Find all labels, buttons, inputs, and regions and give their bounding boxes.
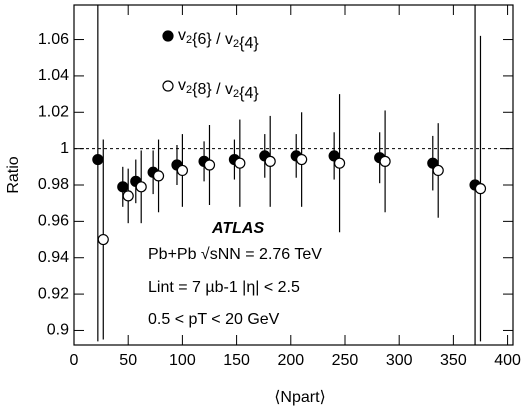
data-point bbox=[176, 164, 188, 177]
data-point bbox=[474, 183, 487, 195]
y-tick-label: 0.92 bbox=[38, 285, 69, 302]
annotation: Pb+Pb √sNN = 2.76 TeV bbox=[148, 246, 322, 263]
x-tick-label: 200 bbox=[277, 352, 304, 369]
legend-label: v2{6} / v2{4} bbox=[178, 27, 259, 52]
y-axis-label: Ratio bbox=[5, 156, 22, 193]
data-point bbox=[333, 157, 346, 169]
y-tick-label: 0.94 bbox=[38, 249, 69, 266]
data-point bbox=[122, 190, 134, 202]
x-tick-label: 150 bbox=[223, 352, 250, 369]
x-tick-label: 300 bbox=[386, 352, 413, 369]
legend-marker bbox=[162, 30, 174, 42]
y-tick-label: 1.06 bbox=[38, 31, 69, 48]
y-tick-label: 1.02 bbox=[38, 103, 69, 120]
legend-marker bbox=[162, 80, 174, 92]
data-point bbox=[234, 157, 246, 169]
plot-frame bbox=[73, 4, 514, 346]
data-point bbox=[432, 164, 444, 177]
y-tick-label: 1 bbox=[60, 140, 69, 157]
data-point bbox=[117, 181, 129, 193]
x-axis-label: ⟨Npart⟩ bbox=[274, 389, 326, 406]
annotation: 0.5 < pT < 20 GeV bbox=[148, 311, 280, 328]
x-tick-label: 100 bbox=[169, 352, 196, 369]
data-point bbox=[97, 233, 109, 246]
data-point bbox=[379, 155, 391, 167]
y-tick-label: 0.9 bbox=[47, 322, 69, 339]
x-tick-label: 50 bbox=[119, 352, 137, 369]
plot-area bbox=[92, 5, 487, 345]
annotation: Lint = 7 µb-1 |η| < 2.5 bbox=[148, 279, 300, 296]
data-point bbox=[92, 153, 104, 166]
annotation: ATLAS bbox=[211, 220, 264, 237]
x-tick-label: 0 bbox=[70, 352, 79, 369]
y-tick-label: 0.96 bbox=[38, 213, 69, 230]
y-tick-label: 0.98 bbox=[38, 176, 69, 193]
data-point bbox=[203, 159, 216, 171]
data-point bbox=[264, 155, 276, 167]
x-tick-label: 350 bbox=[440, 352, 467, 369]
x-tick-label: 400 bbox=[494, 352, 521, 369]
data-point bbox=[296, 153, 308, 166]
legend-label: v2{8} / v2{4} bbox=[178, 77, 259, 102]
x-tick-label: 250 bbox=[332, 352, 359, 369]
y-tick-label: 1.04 bbox=[38, 67, 69, 84]
data-point bbox=[152, 170, 165, 182]
data-point bbox=[135, 181, 147, 193]
